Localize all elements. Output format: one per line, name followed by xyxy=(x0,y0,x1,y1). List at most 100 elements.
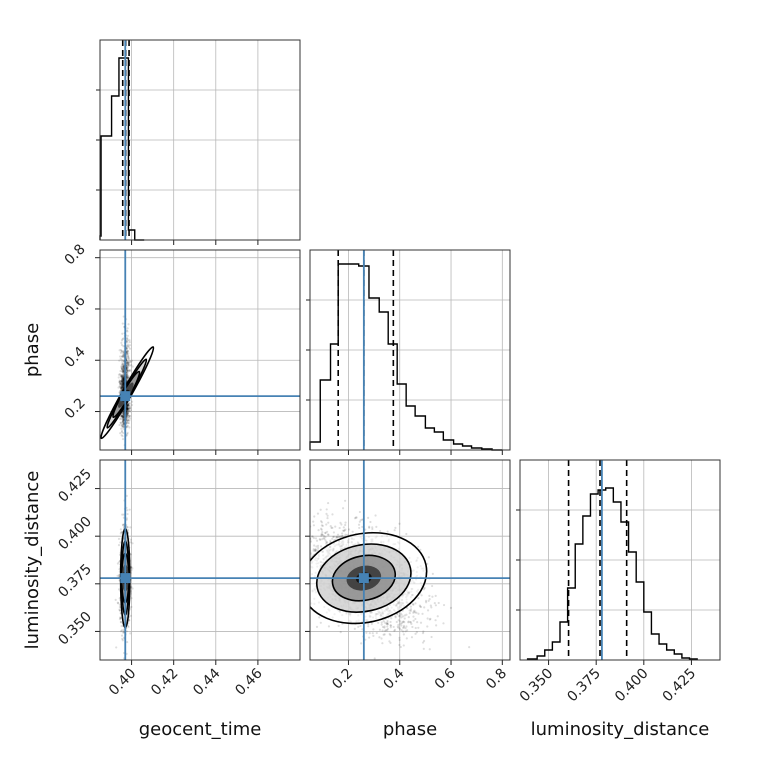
sample-point xyxy=(292,532,294,534)
sample-point xyxy=(121,420,124,423)
sample-point xyxy=(126,330,129,333)
x-tick-label-luminosity-distance: 0.350 xyxy=(517,666,557,706)
sample-point xyxy=(121,378,124,381)
sample-point xyxy=(320,521,324,524)
sample-point xyxy=(126,364,129,368)
sample-point xyxy=(119,389,123,392)
sample-point xyxy=(120,368,124,371)
sample-point xyxy=(341,529,345,532)
sample-point xyxy=(336,536,339,539)
sample-point xyxy=(411,603,415,606)
sample-point xyxy=(126,416,129,419)
sample-point xyxy=(365,631,368,634)
sample-point xyxy=(307,566,309,568)
sample-point xyxy=(130,400,134,403)
sample-point xyxy=(409,620,412,624)
x-tick-label-phase: 0.2 xyxy=(329,666,356,693)
sample-point xyxy=(121,418,125,421)
sample-point xyxy=(121,375,124,378)
sample-point xyxy=(426,609,430,612)
sample-point xyxy=(119,621,123,624)
sample-point xyxy=(122,372,125,375)
panel-geocent-time-vs-phase: 0.20.40.60.8 xyxy=(62,241,301,455)
sample-point xyxy=(126,375,129,379)
sample-point xyxy=(409,621,412,624)
sample-point xyxy=(122,377,125,380)
sample-point xyxy=(125,351,128,355)
sample-point xyxy=(127,403,130,406)
sample-point xyxy=(121,382,124,385)
x-tick-label-geocent-time: 0.46 xyxy=(232,665,265,698)
sample-point xyxy=(422,647,425,650)
sample-point xyxy=(121,416,125,419)
sample-point xyxy=(430,635,433,639)
sample-point xyxy=(120,425,123,428)
sample-point xyxy=(125,362,129,365)
sample-point xyxy=(317,546,320,550)
sample-point xyxy=(415,611,418,614)
sample-point xyxy=(402,620,405,623)
sample-point xyxy=(121,370,124,373)
sample-point xyxy=(121,380,124,383)
sample-point xyxy=(122,377,125,380)
sample-point xyxy=(127,403,130,407)
sample-point xyxy=(319,621,322,624)
sample-point xyxy=(313,544,316,547)
sample-point xyxy=(320,533,324,536)
sample-point xyxy=(324,536,327,539)
sample-point xyxy=(126,369,129,372)
sample-point xyxy=(292,527,294,529)
sample-point xyxy=(407,621,410,624)
sample-point xyxy=(122,366,125,369)
sample-point xyxy=(121,332,124,335)
sample-point xyxy=(126,404,129,407)
sample-point xyxy=(344,499,347,502)
sample-point xyxy=(122,368,125,371)
sample-point xyxy=(346,533,349,536)
sample-point xyxy=(121,375,124,378)
sample-point xyxy=(126,414,129,417)
x-tick-label-luminosity-distance: 0.425 xyxy=(660,666,700,706)
sample-point xyxy=(325,540,328,544)
sample-point xyxy=(122,425,125,428)
sample-point xyxy=(126,343,130,346)
sample-point xyxy=(121,368,124,371)
sample-point xyxy=(122,384,125,387)
sample-point xyxy=(126,407,130,410)
sample-point xyxy=(118,381,121,384)
y-tick-label-luminosity-distance: 0.350 xyxy=(55,609,95,649)
sample-point xyxy=(120,423,123,426)
sample-point xyxy=(126,408,129,411)
sample-point xyxy=(305,571,307,573)
sample-point xyxy=(122,374,125,378)
sample-point xyxy=(122,369,125,372)
sample-point xyxy=(383,621,386,624)
sample-point xyxy=(129,406,132,409)
sample-point xyxy=(120,634,124,637)
sample-point xyxy=(130,605,133,609)
sample-point xyxy=(127,369,130,372)
sample-point xyxy=(404,627,407,630)
sample-point xyxy=(119,355,122,358)
sample-point xyxy=(383,625,386,628)
sample-point xyxy=(128,369,131,373)
sample-point xyxy=(389,620,392,624)
panel-hist-geocent-time xyxy=(96,39,301,245)
sample-point xyxy=(129,415,132,418)
sample-point xyxy=(411,625,414,629)
sample-point xyxy=(126,407,130,410)
sample-point xyxy=(122,365,125,368)
sample-point xyxy=(417,612,420,615)
sample-point xyxy=(127,354,130,358)
sample-point xyxy=(375,631,378,635)
sample-point xyxy=(128,426,131,429)
sample-point xyxy=(337,624,340,627)
sample-point xyxy=(122,425,125,428)
sample-point xyxy=(125,413,128,416)
panel-frame xyxy=(519,459,721,661)
sample-point xyxy=(331,537,334,540)
sample-point xyxy=(120,376,123,379)
sample-point xyxy=(321,533,324,536)
sample-point xyxy=(428,594,431,597)
sample-point xyxy=(120,380,123,383)
